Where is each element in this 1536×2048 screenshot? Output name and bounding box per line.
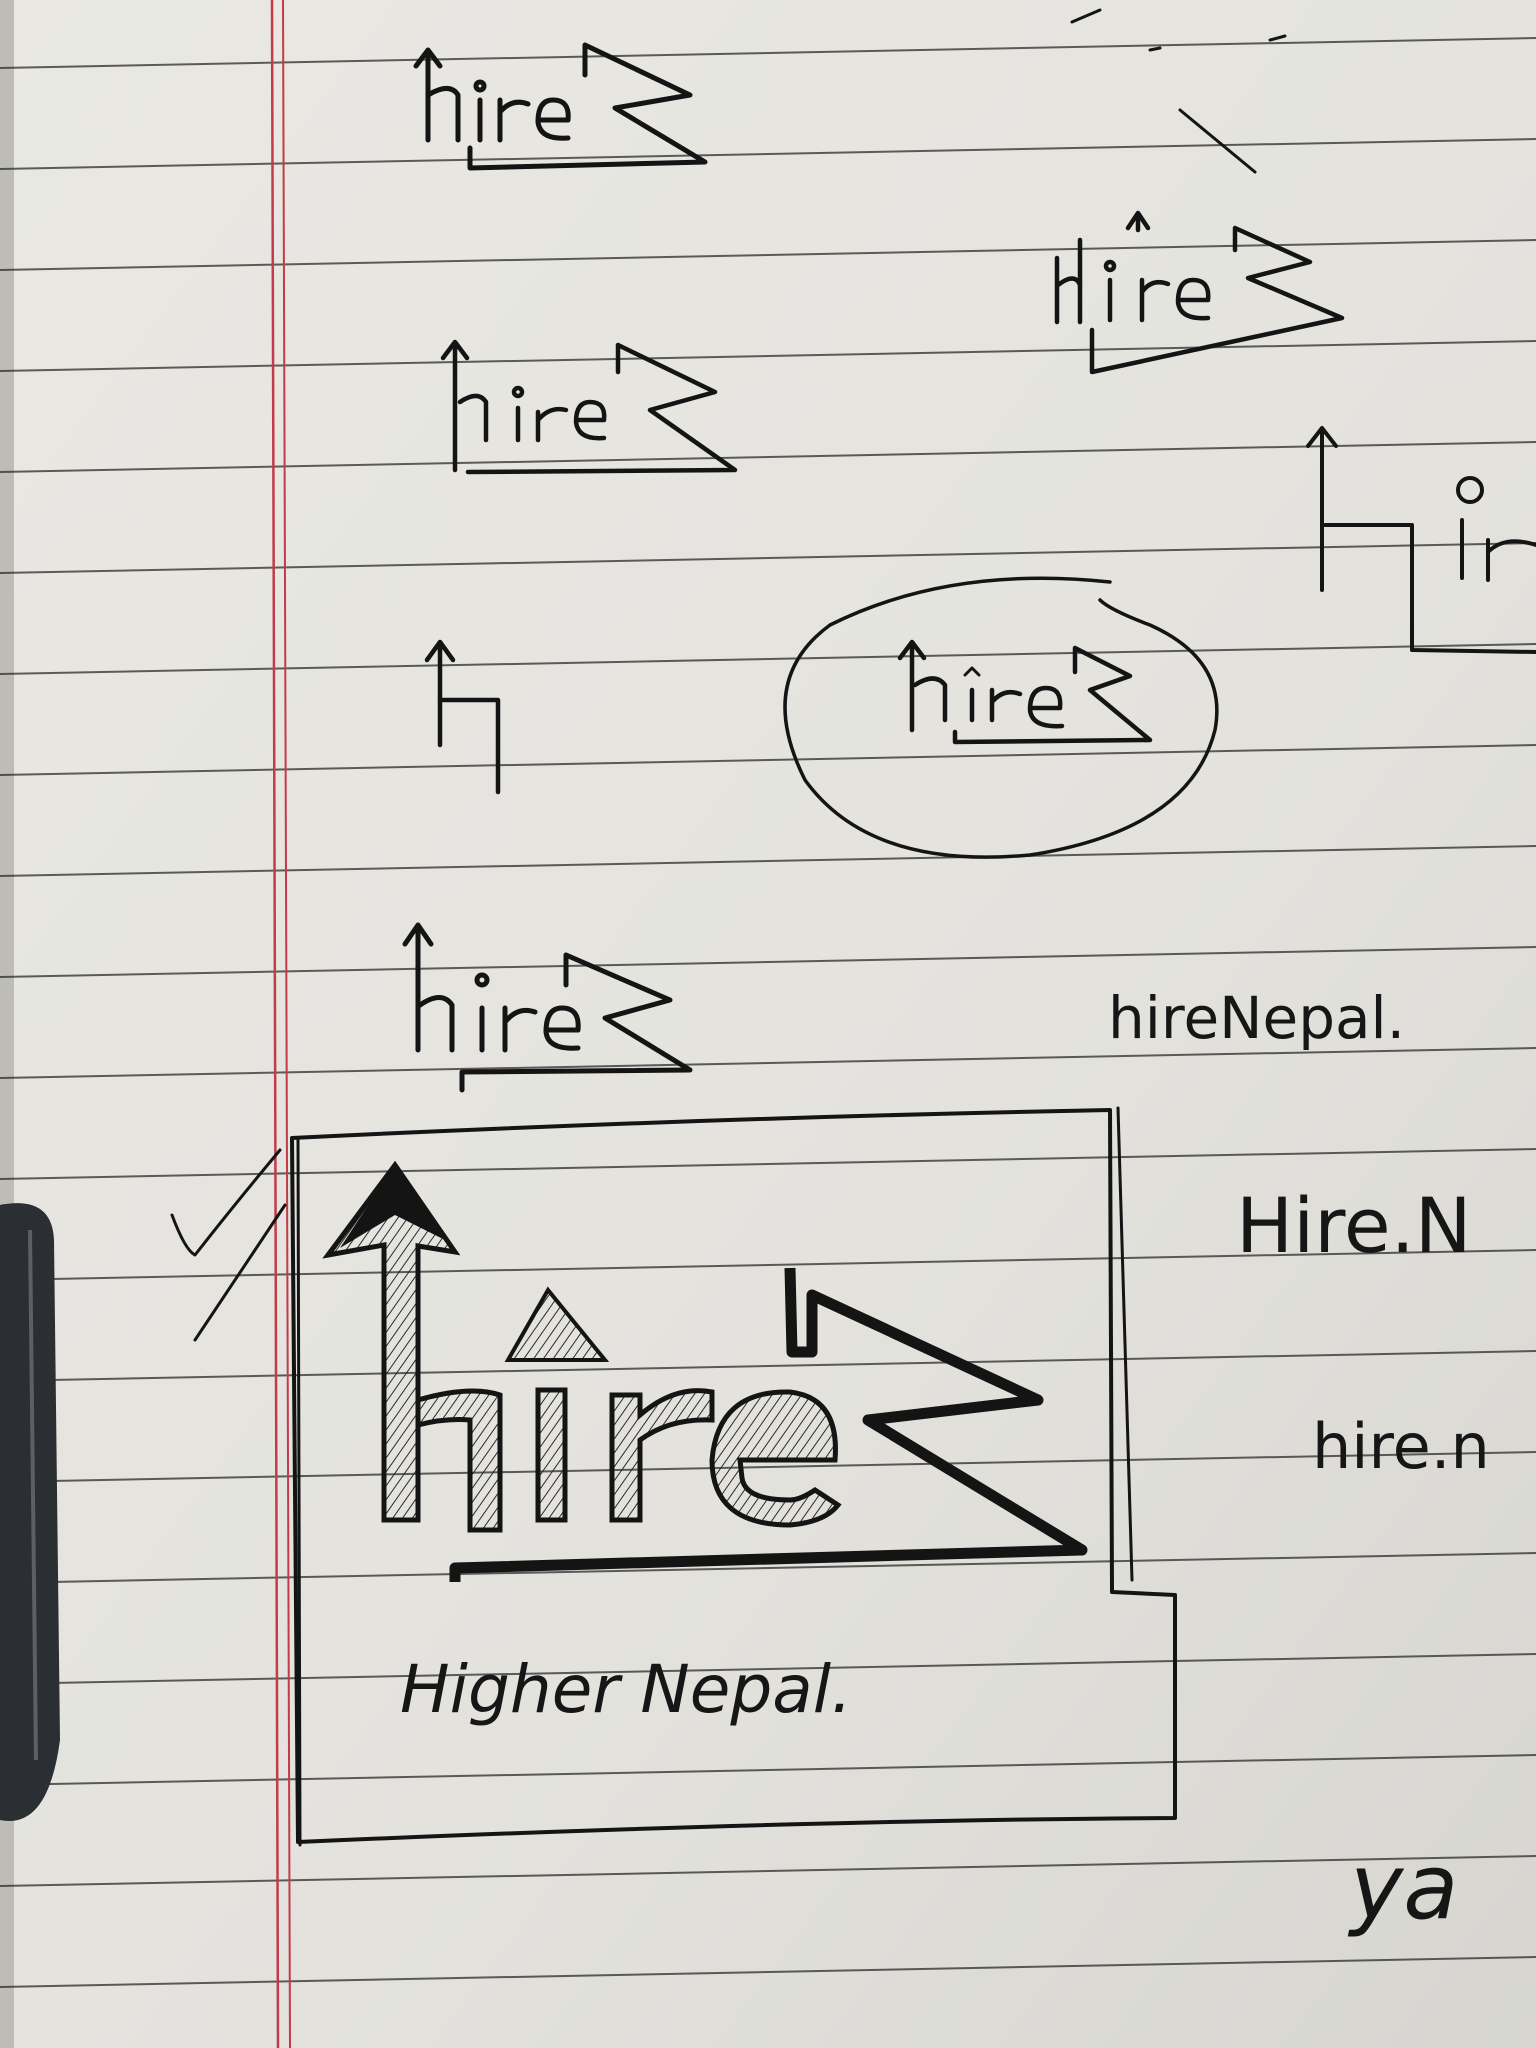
final-logo-zigzag <box>449 1267 1088 1582</box>
logo-sketch-4-partial <box>1306 426 1536 654</box>
logo-sketch-3 <box>440 339 738 475</box>
pen-clip-highlight <box>28 1229 38 1761</box>
margin-line-left <box>270 0 280 2048</box>
corner-text: ya <box>1347 1835 1458 1940</box>
logo-sketch-stub <box>424 639 501 795</box>
checkmark-sketch <box>170 1148 287 1342</box>
pen-clip <box>0 1203 60 1821</box>
logo-sketch-6 <box>402 922 693 1093</box>
name-variant-1: hireNepal. <box>1108 984 1405 1052</box>
final-logo-box <box>290 1106 1177 1847</box>
margin-line-right <box>282 0 291 2048</box>
name-variant-2: Hire.N <box>1236 1181 1472 1270</box>
logo-sketch-5-circled <box>783 576 1219 859</box>
tagline-text: Higher Nepal. <box>400 1651 852 1728</box>
final-logo-arrow <box>322 1160 461 1523</box>
stray-pen-marks <box>1070 8 1287 174</box>
logo-sketch-1 <box>413 42 708 171</box>
name-variant-3: hire.n <box>1312 1410 1490 1483</box>
logo-sketch-2 <box>1054 210 1345 375</box>
